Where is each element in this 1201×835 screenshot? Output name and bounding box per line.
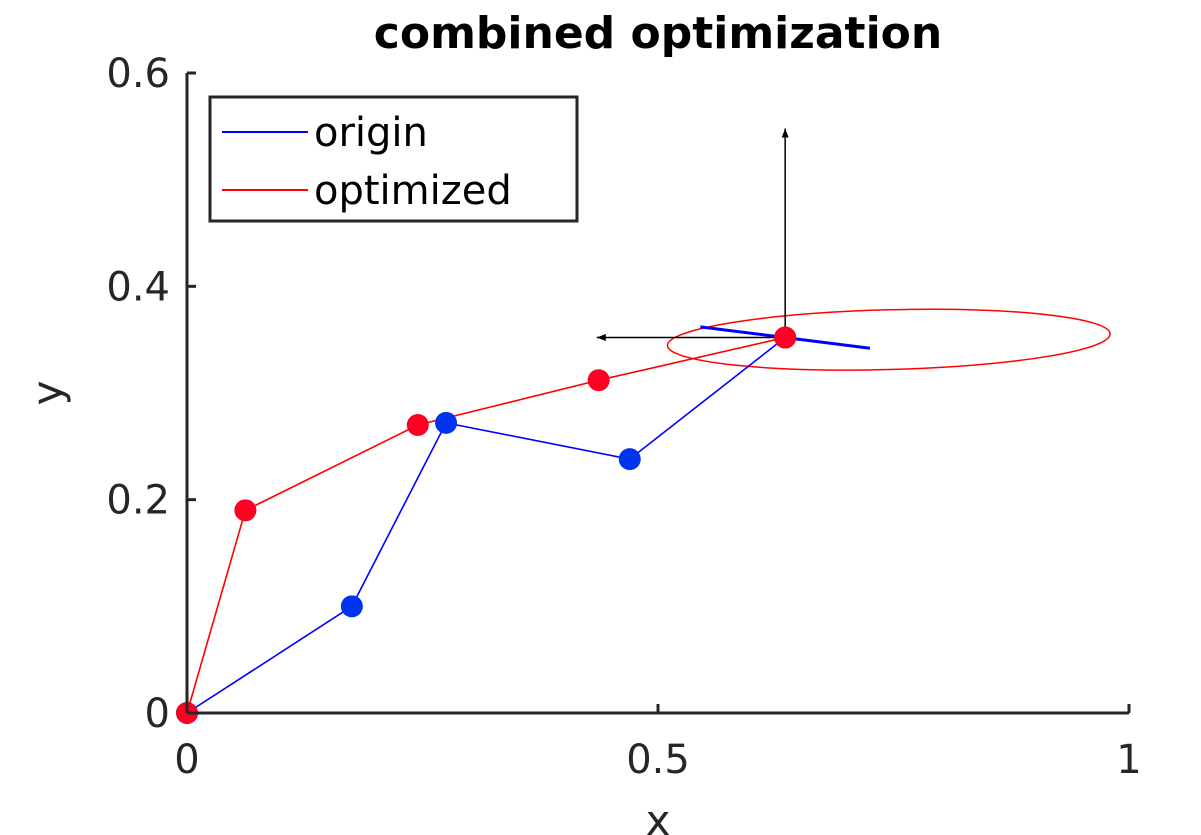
uncertainty-ellipse <box>666 308 1111 371</box>
x-tick-label-1: 0.5 <box>626 737 690 783</box>
legend-box <box>208 95 579 223</box>
y-tick-label-0: 0 <box>145 691 170 737</box>
y-tick-label-1: 0.2 <box>106 478 170 524</box>
arrow-head-0 <box>781 128 789 138</box>
data-point-origin-2 <box>435 411 458 434</box>
legend-label-origin: origin <box>314 110 428 156</box>
ticks: 0 0.5 1 0 0.2 0.4 0.6 <box>106 51 1141 783</box>
y-tick-label-3: 0.6 <box>106 51 170 97</box>
x-axis-label: x <box>646 796 671 835</box>
x-tick-label-0: 0 <box>174 737 199 783</box>
series-line-optimized <box>186 336 786 714</box>
data-point-origin-1 <box>340 595 363 618</box>
data-point-origin-3 <box>618 448 641 471</box>
series-line-origin <box>186 336 786 714</box>
legend-label-optimized: optimized <box>314 168 512 214</box>
chart-title: combined optimization <box>374 8 942 59</box>
x-tick-label-2: 1 <box>1116 737 1141 783</box>
arrow-head-1 <box>596 334 606 342</box>
data-point-optimized-3 <box>587 369 610 392</box>
data-point-optimized-1 <box>234 499 257 522</box>
data-point-optimized-2 <box>406 414 429 436</box>
data-point-optimized-4 <box>774 326 797 349</box>
legend: origin optimized <box>208 95 579 223</box>
plot-area <box>176 128 1111 724</box>
y-tick-label-2: 0.4 <box>106 264 170 310</box>
y-axis-label: y <box>23 381 72 406</box>
